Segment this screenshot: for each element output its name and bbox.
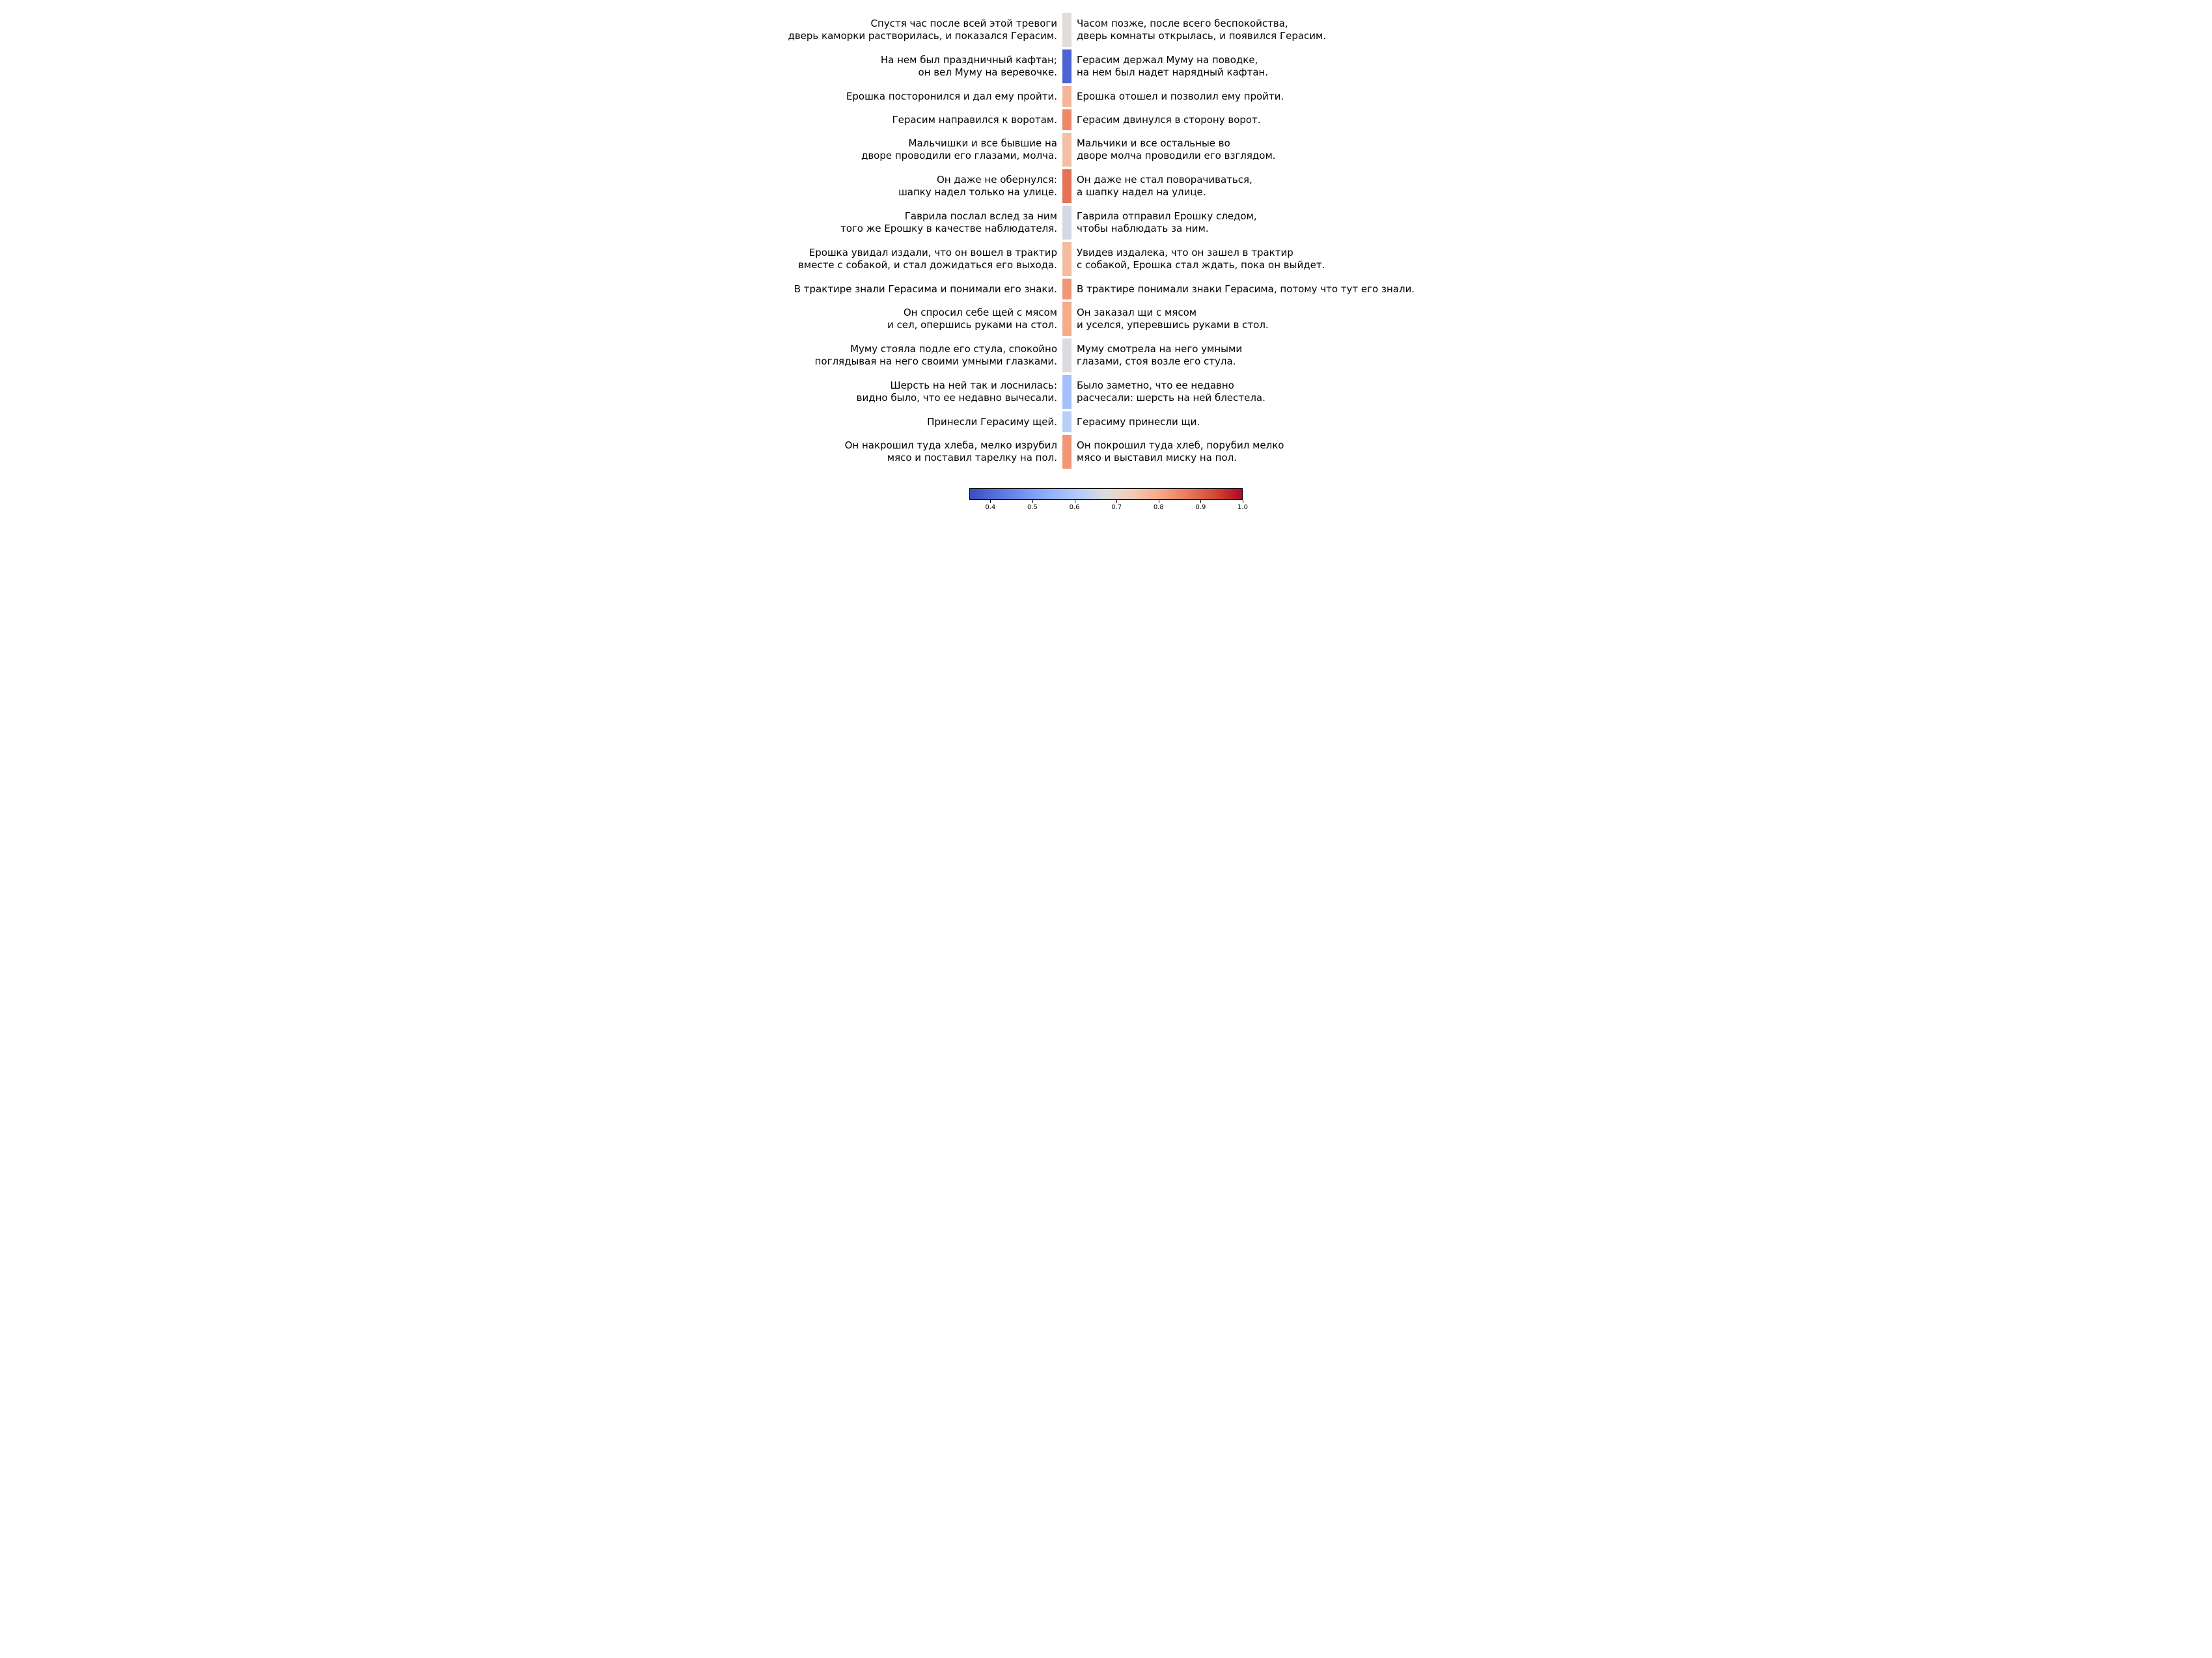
value-color-cell (1062, 86, 1071, 107)
text-pair-row: Он спросил себе щей с мясоми сел, оперши… (702, 302, 1510, 336)
colorbar-tick (990, 500, 991, 503)
colorbar (969, 488, 1243, 500)
text-pair-row: Гаврила послал вслед за нимтого же Ерошк… (702, 206, 1510, 240)
right-text: Герасим двинулся в сторону ворот. (1071, 109, 1488, 130)
left-text: На нем был праздничный кафтан;он вел Мум… (724, 49, 1062, 83)
rows-container: Спустя час после всей этой тревогидверь … (702, 13, 1510, 469)
left-text: Муму стояла подле его стула, спокойнопог… (724, 339, 1062, 372)
value-color-cell (1062, 169, 1071, 203)
value-color-cell (1062, 13, 1071, 47)
left-text: Он даже не обернулся:шапку надел только … (724, 169, 1062, 203)
colorbar-tick (1200, 500, 1201, 503)
text-pair-row: Он даже не обернулся:шапку надел только … (702, 169, 1510, 203)
colorbar-tick (1032, 500, 1033, 503)
left-text: Гаврила послал вслед за нимтого же Ерошк… (724, 206, 1062, 240)
text-pair-row: Принесли Герасиму щей. Герасиму принесли … (702, 411, 1510, 432)
colorbar-tick-label: 0.8 (1154, 504, 1164, 511)
value-color-cell (1062, 279, 1071, 299)
value-color-cell (1062, 411, 1071, 432)
value-color-cell (1062, 133, 1071, 167)
right-text: В трактире понимали знаки Герасима, пото… (1071, 279, 1488, 299)
right-text: Он заказал щи с мясоми уселся, уперевшис… (1071, 302, 1488, 336)
right-text: Увидев издалека, что он зашел в трактирс… (1071, 242, 1488, 276)
text-pair-row: Шерсть на ней так и лоснилась:видно было… (702, 375, 1510, 409)
text-pair-row: Ерошка увидал издали, что он вошел в тра… (702, 242, 1510, 276)
right-text: Он покрошил туда хлеб, порубил мелкомясо… (1071, 435, 1488, 469)
value-color-cell (1062, 242, 1071, 276)
right-text: Он даже не стал поворачиваться,а шапку н… (1071, 169, 1488, 203)
colorbar-ticks: 0.40.50.60.70.80.91.0 (969, 500, 1243, 513)
right-text: Муму смотрела на него умнымиглазами, сто… (1071, 339, 1488, 372)
value-color-cell (1062, 49, 1071, 83)
value-color-cell (1062, 109, 1071, 130)
text-pair-row: В трактире знали Герасима и понимали его… (702, 279, 1510, 299)
left-text: В трактире знали Герасима и понимали его… (724, 279, 1062, 299)
colorbar-tick-label: 1.0 (1237, 504, 1248, 511)
right-text: Ерошка отошел и позволил ему пройти. (1071, 86, 1488, 107)
right-text: Часом позже, после всего беспокойства,дв… (1071, 13, 1488, 47)
left-text: Ерошка увидал издали, что он вошел в тра… (724, 242, 1062, 276)
text-pair-row: Он накрошил туда хлеба, мелко изрубилмяс… (702, 435, 1510, 469)
text-pair-row: Спустя час после всей этой тревогидверь … (702, 13, 1510, 47)
figure: Спустя час после всей этой тревогидверь … (689, 0, 1523, 539)
left-text: Мальчишки и все бывшие надворе проводили… (724, 133, 1062, 167)
left-text: Принесли Герасиму щей. (724, 411, 1062, 432)
left-text: Шерсть на ней так и лоснилась:видно было… (724, 375, 1062, 409)
colorbar-tick-label: 0.5 (1027, 504, 1038, 511)
text-pair-row: Мальчишки и все бывшие надворе проводили… (702, 133, 1510, 167)
right-text: Было заметно, что ее недавнорасчесали: ш… (1071, 375, 1488, 409)
value-color-cell (1062, 339, 1071, 372)
colorbar-tick (1116, 500, 1117, 503)
right-text: Герасиму принесли щи. (1071, 411, 1488, 432)
text-pair-row: Герасим направился к воротам. Герасим дви… (702, 109, 1510, 130)
colorbar-tick-label: 0.9 (1195, 504, 1206, 511)
left-text: Спустя час после всей этой тревогидверь … (724, 13, 1062, 47)
colorbar-tick-label: 0.6 (1070, 504, 1080, 511)
value-color-cell (1062, 302, 1071, 336)
colorbar-tick-label: 0.7 (1111, 504, 1122, 511)
colorbar-tick-label: 0.4 (985, 504, 995, 511)
left-text: Он накрошил туда хлеба, мелко изрубилмяс… (724, 435, 1062, 469)
value-color-cell (1062, 435, 1071, 469)
right-text: Мальчики и все остальные водворе молча п… (1071, 133, 1488, 167)
value-color-cell (1062, 375, 1071, 409)
right-text: Гаврила отправил Ерошку следом,чтобы наб… (1071, 206, 1488, 240)
left-text: Герасим направился к воротам. (724, 109, 1062, 130)
left-text: Ерошка посторонился и дал ему пройти. (724, 86, 1062, 107)
text-pair-row: Муму стояла подле его стула, спокойнопог… (702, 339, 1510, 372)
text-pair-row: Ерошка посторонился и дал ему пройти. Еро… (702, 86, 1510, 107)
text-pair-row: На нем был праздничный кафтан;он вел Мум… (702, 49, 1510, 83)
value-color-cell (1062, 206, 1071, 240)
left-text: Он спросил себе щей с мясоми сел, оперши… (724, 302, 1062, 336)
colorbar-container: 0.4 0.5 0.6 0.7 0.8 0.9 1.0 (702, 488, 1510, 513)
right-text: Герасим держал Муму на поводке,на нем бы… (1071, 49, 1488, 83)
